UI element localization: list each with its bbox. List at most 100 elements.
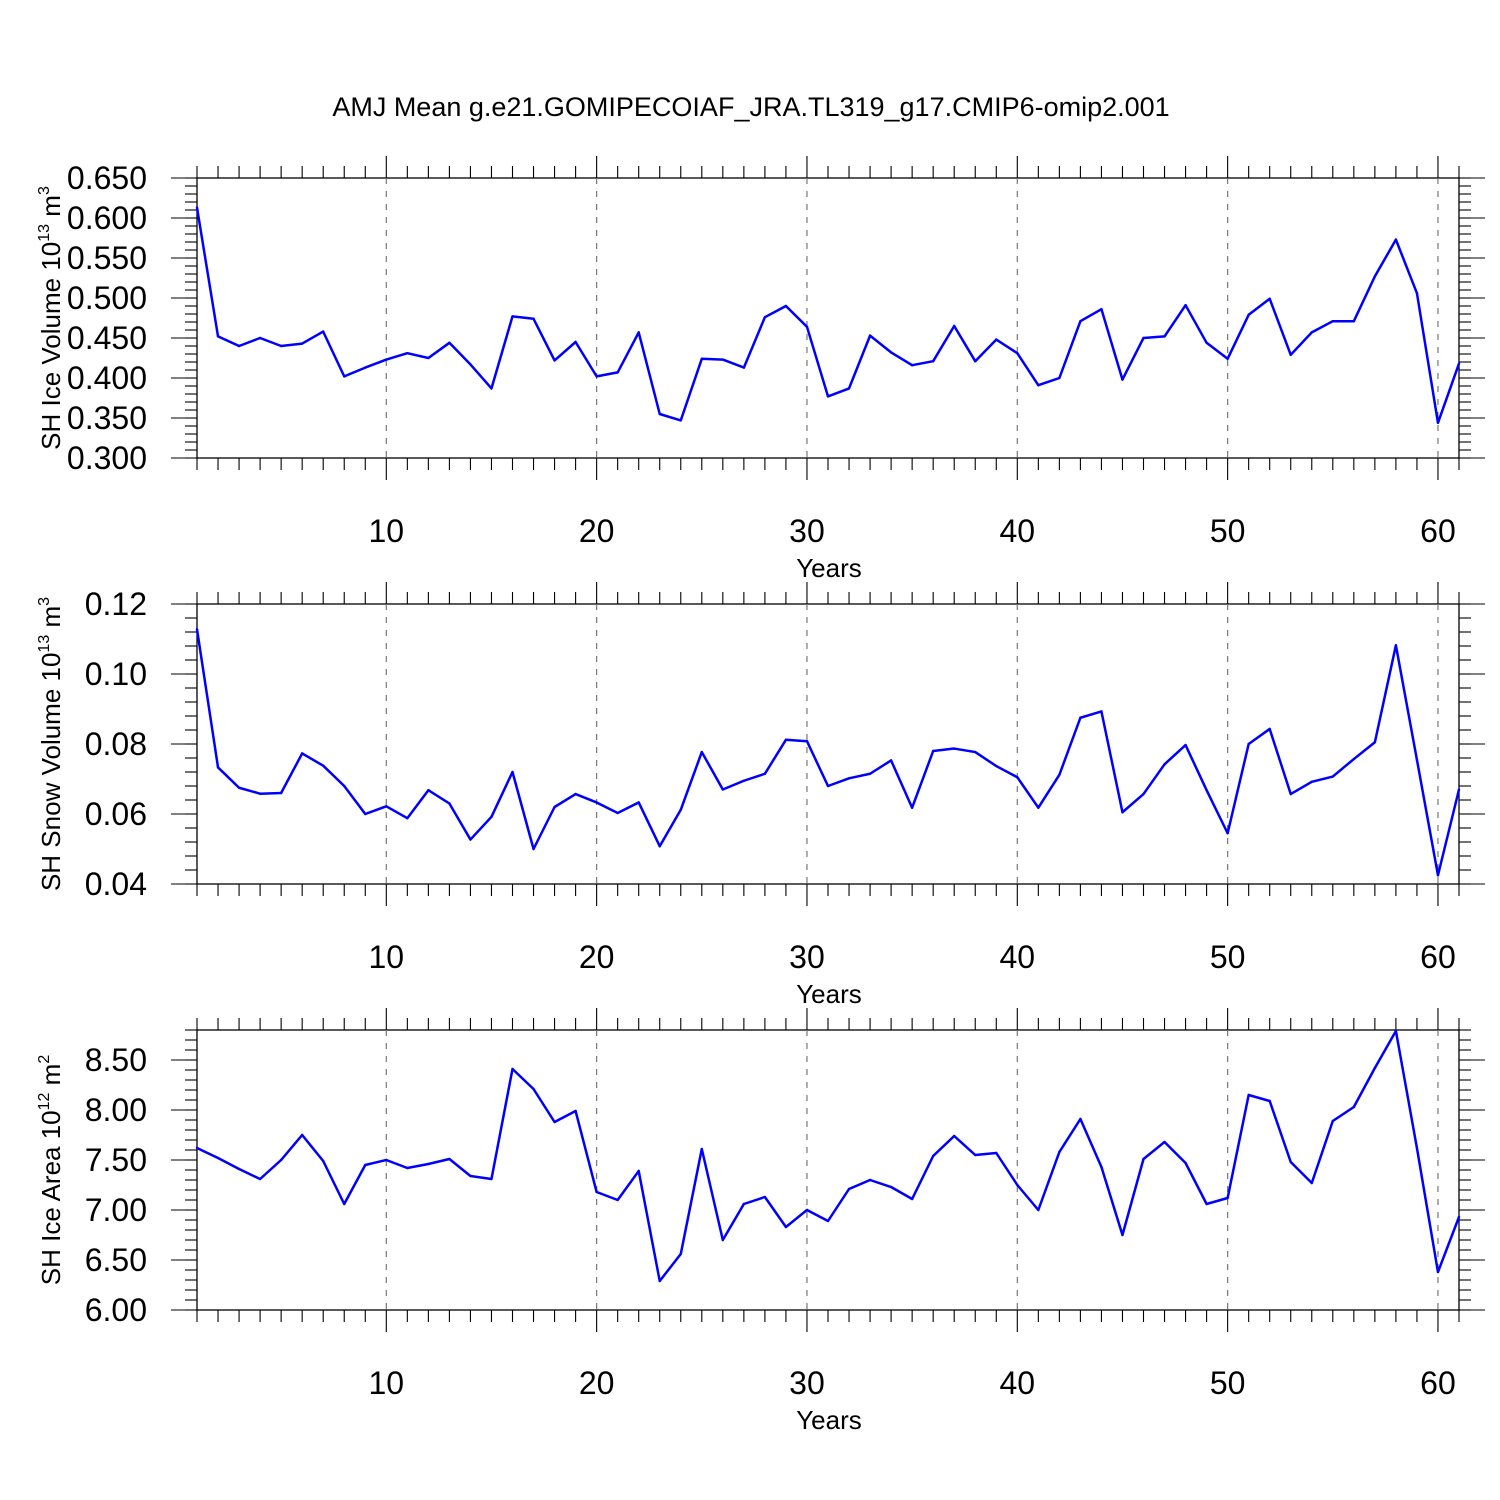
data-point	[532, 1087, 535, 1091]
data-point	[658, 1279, 661, 1283]
data-point	[1436, 421, 1440, 424]
x-axis-label: Years	[796, 979, 862, 1009]
data-point	[258, 1177, 262, 1181]
data-point	[721, 788, 725, 791]
data-point	[1352, 757, 1356, 761]
data-point	[237, 786, 241, 789]
data-point	[700, 357, 703, 360]
data-point	[511, 315, 514, 318]
data-point	[300, 1133, 304, 1137]
data-point	[1058, 1150, 1061, 1154]
data-point	[1394, 1029, 1398, 1033]
data-point	[532, 847, 535, 851]
data-point	[385, 1158, 388, 1162]
data-point	[826, 395, 830, 398]
data-point	[1247, 1093, 1250, 1097]
data-point	[931, 360, 935, 363]
data-point	[910, 364, 914, 367]
data-point	[448, 802, 451, 805]
data-point	[1352, 1105, 1356, 1109]
x-axis-label: Years	[796, 553, 862, 583]
data-point	[763, 316, 767, 319]
data-point	[974, 1153, 977, 1157]
data-point	[826, 1219, 830, 1223]
data-point	[953, 1134, 956, 1138]
data-point	[847, 777, 851, 780]
data-point	[511, 770, 514, 774]
data-point	[974, 360, 977, 363]
data-point	[574, 792, 577, 796]
data-point	[427, 789, 430, 792]
data-point	[195, 1146, 199, 1150]
x-tick-label: 10	[369, 939, 405, 975]
panel-snow-volume: 10 20 30 40 50 60 0.04 0.06 0.08 0.10 0.12 Years SH …	[36, 582, 1485, 1009]
data-point	[469, 363, 472, 366]
data-point	[995, 338, 998, 341]
data-point	[1247, 313, 1250, 316]
data-point	[1436, 874, 1440, 877]
data-point	[406, 817, 409, 820]
y-tick-label: 0.300	[67, 440, 147, 476]
data-point	[1373, 275, 1377, 278]
data-point	[1289, 353, 1292, 356]
data-point	[1142, 336, 1145, 340]
data-point	[1205, 341, 1208, 344]
data-point	[1205, 789, 1208, 792]
data-point	[868, 1178, 872, 1182]
data-point	[784, 738, 788, 741]
data-point	[406, 352, 409, 355]
data-point	[1268, 727, 1271, 731]
data-point	[1310, 1181, 1313, 1185]
x-tick-label: 60	[1420, 939, 1456, 975]
y-axis-label-unit-exponent: 3	[36, 186, 53, 195]
data-point	[1226, 832, 1229, 835]
data-point	[679, 419, 682, 422]
data-point	[1016, 352, 1019, 355]
data-point	[553, 805, 556, 809]
data-point	[595, 375, 598, 378]
data-point	[721, 1238, 725, 1242]
data-point	[763, 772, 767, 775]
data-point	[1121, 378, 1124, 381]
data-point	[1121, 811, 1124, 814]
data-point	[637, 801, 640, 804]
y-tick-label: 8.50	[85, 1042, 147, 1078]
y-tick-label: 0.500	[67, 280, 147, 316]
y-tick-label: 0.10	[85, 656, 147, 692]
data-point	[1268, 297, 1271, 300]
data-point	[1331, 775, 1335, 778]
data-point	[742, 1202, 746, 1206]
chart-title: AMJ Mean g.e21.GOMIPECOIAF_JRA.TL319_g17…	[332, 92, 1169, 122]
data-point	[931, 749, 935, 753]
data-point	[469, 1174, 472, 1178]
x-tick-label: 50	[1210, 1365, 1246, 1401]
data-point	[868, 772, 872, 775]
data-point	[679, 1252, 682, 1256]
data-point	[1457, 1215, 1461, 1219]
x-tick-label: 40	[1000, 513, 1036, 549]
data-point	[1457, 362, 1461, 365]
data-point	[1310, 331, 1313, 334]
y-tick-label: 0.350	[67, 400, 147, 436]
data-point	[721, 358, 725, 361]
y-tick-label: 0.600	[67, 200, 147, 236]
data-point	[658, 412, 661, 416]
data-point	[1079, 1117, 1082, 1121]
data-point	[974, 750, 977, 754]
data-point	[553, 1120, 556, 1124]
data-point	[868, 334, 872, 337]
x-tick-label: 30	[789, 939, 825, 975]
y-axis-label: SH Snow Volume 1013 m3	[36, 597, 66, 891]
y-axis-label-exponent: 12	[36, 1092, 53, 1110]
x-tick-label: 50	[1210, 939, 1246, 975]
data-point	[953, 324, 956, 328]
x-tick-label: 30	[789, 1365, 825, 1401]
y-tick-label: 0.400	[67, 360, 147, 396]
data-point	[700, 1147, 703, 1151]
x-tick-label: 40	[1000, 939, 1036, 975]
y-axis-label-text: SH Ice Volume 10	[36, 242, 66, 450]
data-point	[279, 791, 283, 795]
x-tick-label: 30	[789, 513, 825, 549]
data-point	[910, 1197, 914, 1201]
y-axis-label-text: SH Ice Area 10	[36, 1110, 66, 1285]
